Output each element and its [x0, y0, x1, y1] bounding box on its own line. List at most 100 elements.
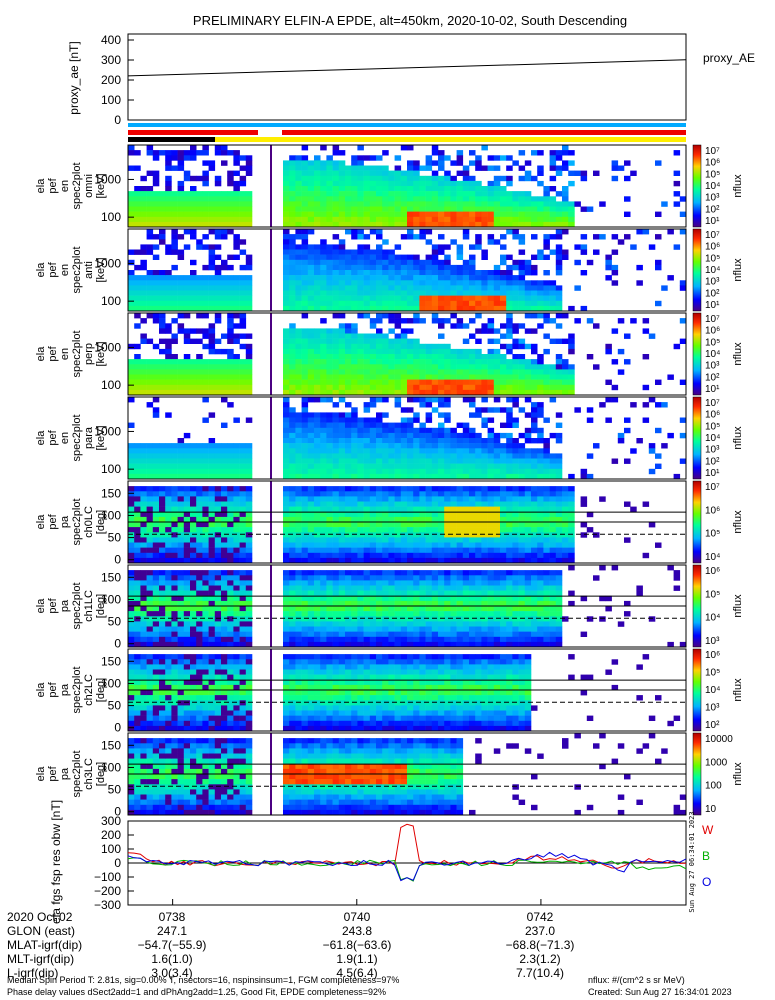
spectrogram-cell — [233, 468, 240, 475]
spectrogram-cell — [345, 631, 352, 637]
spectrogram-cell — [245, 600, 253, 607]
spectrogram-cell — [394, 585, 402, 591]
spectrogram-cell — [369, 300, 377, 307]
spectrogram-cell — [518, 473, 526, 480]
spectrogram-cell — [376, 234, 383, 240]
spectrogram-cell — [338, 486, 346, 492]
spectrogram-cell — [233, 313, 240, 319]
spectrogram-cell — [134, 580, 141, 586]
spectrogram-cell — [190, 211, 197, 217]
spectrogram-cell — [233, 552, 240, 559]
spectrogram-cell — [438, 305, 445, 312]
spectrogram-cell — [369, 443, 377, 449]
spectrogram-cell — [233, 180, 240, 187]
spectrogram-cell — [462, 211, 470, 217]
spectrogram-cell — [549, 374, 557, 380]
spectrogram-cell — [183, 595, 191, 602]
spectrogram-cell — [183, 285, 191, 291]
spectrogram-cell — [152, 580, 160, 586]
spectrogram-cell — [146, 595, 154, 602]
spectrogram-cell — [190, 338, 197, 344]
spectrogram-cell — [214, 453, 222, 459]
spectrogram-cell — [357, 486, 364, 492]
spectrogram-cell — [444, 259, 451, 266]
spectrogram-cell — [338, 473, 346, 480]
spectrogram-cell — [456, 290, 464, 296]
spectrogram-cell — [351, 468, 358, 475]
spectrogram-cell — [438, 323, 445, 329]
spectrogram-cell — [338, 323, 346, 329]
spectrogram-cell — [233, 570, 240, 576]
spectrogram-cell — [351, 175, 358, 182]
spectrogram-cell — [506, 453, 513, 459]
spectrogram-cell — [208, 516, 216, 523]
spectrogram-cell — [605, 275, 612, 281]
spectrogram-cell — [388, 359, 395, 365]
spectrogram-cell — [245, 196, 253, 202]
spectrogram-cell — [227, 180, 234, 187]
spectrogram-cell — [202, 486, 209, 492]
spectrogram-cell — [363, 626, 371, 632]
spectrogram-cell — [177, 234, 185, 240]
spectrogram-cell — [357, 422, 364, 428]
spectrogram-cell — [400, 343, 408, 350]
spectrogram-cell — [388, 196, 395, 202]
spectrogram-cell — [413, 506, 420, 512]
spectrogram-cell — [531, 468, 538, 475]
spectrogram-cell — [245, 254, 253, 260]
spectrogram-cell — [512, 354, 519, 360]
spectrogram-cell — [332, 552, 340, 559]
spectrogram-cell — [177, 211, 185, 217]
spectrogram-cell — [382, 432, 389, 439]
spectrogram-cell — [208, 473, 216, 480]
spectrogram-cell — [363, 295, 371, 301]
spectrogram-cell — [183, 389, 191, 396]
spectrogram-cell — [295, 348, 302, 355]
spectrogram-cell — [543, 270, 550, 276]
spectrogram-cell — [394, 290, 402, 296]
spectrogram-cell — [326, 575, 333, 581]
spectrogram-cell — [351, 328, 358, 334]
spectrogram-cell — [400, 290, 408, 296]
spectrogram-cell — [326, 249, 333, 255]
spectrogram-cell — [332, 606, 340, 612]
spectrogram-cell — [326, 206, 333, 212]
spectrogram-cell — [214, 491, 222, 497]
spectrogram-cell — [376, 532, 383, 538]
spectrogram-cell — [338, 348, 346, 355]
spectrogram-cell — [673, 244, 681, 250]
spectrogram-cell — [369, 196, 377, 202]
spectrogram-cell — [407, 364, 414, 370]
spectrogram-cell — [413, 448, 420, 454]
spectrogram-cell — [543, 552, 550, 559]
spectrogram-cell — [159, 491, 166, 497]
spectrogram-cell — [134, 458, 141, 464]
spectrogram-cell — [487, 552, 495, 559]
spectrogram-cell — [450, 211, 457, 217]
spectrogram-cell — [202, 175, 209, 182]
spectrogram-cell — [196, 384, 203, 391]
spectrogram-cell — [500, 191, 507, 197]
spectrogram-cell — [419, 221, 426, 228]
spectrogram-cell — [314, 328, 321, 334]
spectrogram-cell — [382, 412, 389, 418]
spectrogram-cell — [462, 532, 470, 538]
spectrogram-cell — [562, 165, 569, 171]
spectrogram-cell — [301, 542, 309, 548]
spectrogram-cell — [152, 254, 160, 260]
spectrogram-cell — [456, 511, 464, 518]
spectrogram-cell — [655, 427, 662, 434]
spectrogram-cell — [320, 249, 327, 255]
spectrogram-cell — [295, 506, 302, 512]
spectrogram-cell — [549, 201, 557, 207]
spectrogram-cell — [301, 229, 309, 235]
spectrogram-cell — [518, 453, 526, 459]
spectrogram-cell — [419, 354, 426, 360]
spectrogram-cell — [301, 300, 309, 307]
spectrogram-cell — [444, 506, 451, 512]
spectrogram-cell — [202, 359, 209, 365]
spectrogram-cell — [214, 234, 222, 240]
spectrogram-cell — [462, 511, 470, 518]
spectrogram-cell — [512, 463, 519, 469]
